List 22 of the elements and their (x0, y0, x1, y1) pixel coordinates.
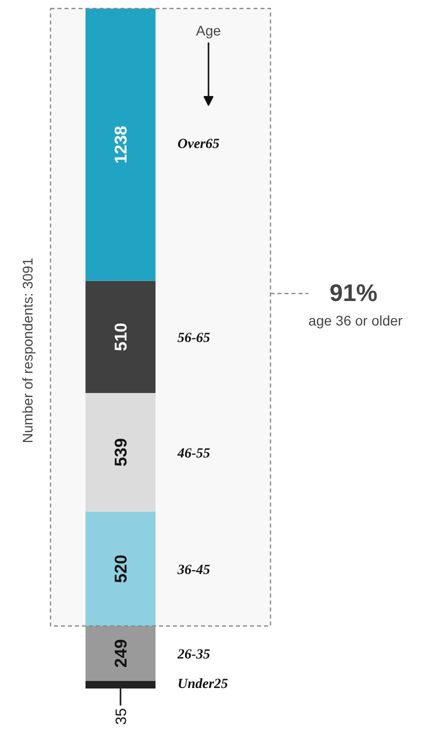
series-label: 36-45 (176, 562, 210, 578)
series-label: 26-35 (176, 647, 210, 662)
series-label: Over65 (178, 137, 220, 152)
data-label: 520 (112, 554, 130, 584)
bar (86, 8, 156, 281)
bar (86, 393, 156, 512)
data-label: 539 (112, 438, 130, 467)
bar (86, 626, 156, 681)
data-label: 249 (112, 639, 130, 668)
series-label: 46-55 (176, 446, 210, 462)
series-label: Under25 (178, 677, 228, 692)
text: Number of respondents: 3091 (20, 258, 36, 444)
band-label: 91% (329, 280, 378, 307)
data-label: 510 (112, 322, 130, 352)
bar (86, 280, 156, 394)
text: age 36 or older (308, 312, 403, 328)
data-label: 1238 (112, 126, 130, 164)
series-label: 56-65 (178, 330, 210, 346)
text: Age (196, 22, 222, 38)
bar (86, 512, 156, 626)
data-label: 35 (113, 708, 130, 725)
bar (86, 680, 156, 688)
